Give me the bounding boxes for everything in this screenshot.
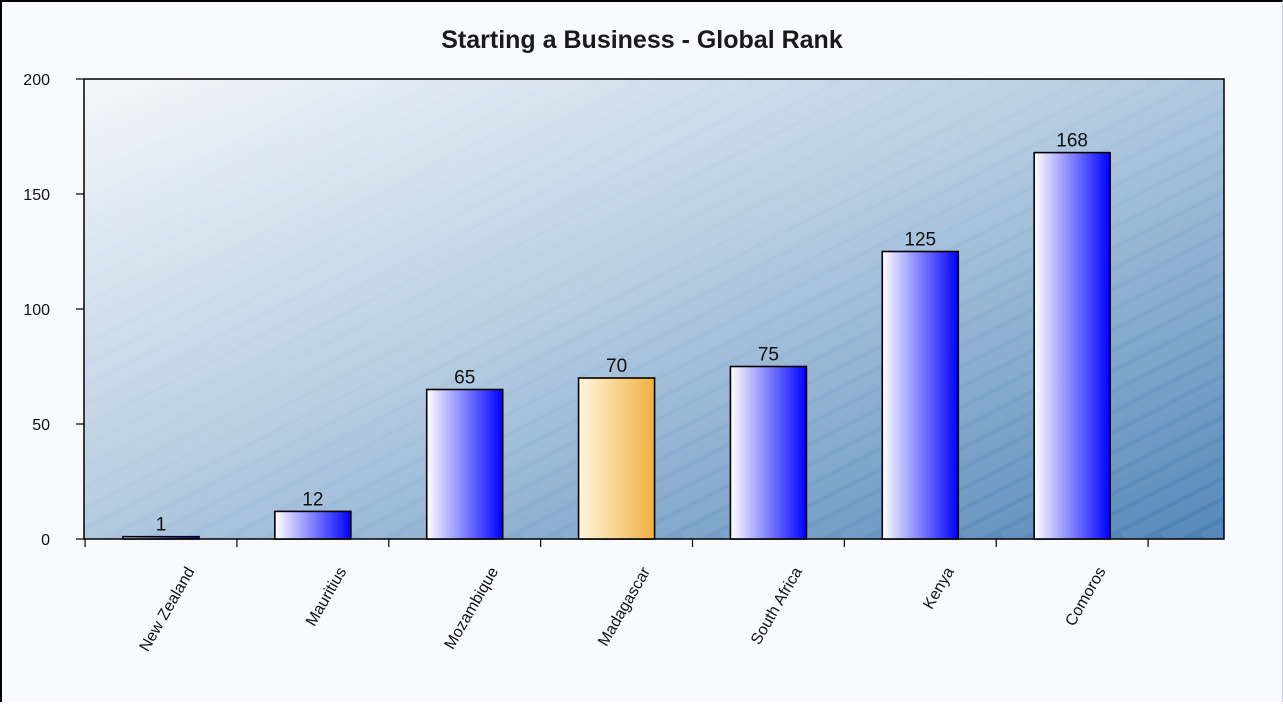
- category-label: Madagascar: [595, 564, 654, 649]
- plot-sheen: [84, 79, 548, 322]
- bar: [425, 388, 504, 540]
- category-label: South Africa: [748, 564, 806, 647]
- bar: [1033, 151, 1111, 540]
- plot-sheen: [400, 112, 1224, 539]
- plot-sheen: [84, 79, 308, 200]
- plot-sheen: [120, 79, 1028, 539]
- category-label: Kenya: [920, 564, 957, 612]
- plot-sheen: [1000, 418, 1224, 539]
- category-label: New Zealand: [137, 565, 199, 655]
- y-tick-label: 150: [23, 187, 50, 204]
- plot-sheen: [84, 79, 708, 404]
- category-label: Mozambique: [442, 564, 503, 652]
- plot-sheen: [84, 79, 828, 466]
- category-label: Comoros: [1062, 565, 1109, 630]
- plot-sheen: [84, 79, 348, 220]
- plot-sheen: [520, 173, 1224, 539]
- plot-sheen: [560, 193, 1224, 539]
- bar-value-label: 75: [758, 345, 779, 366]
- bar-value-label: 12: [302, 489, 323, 510]
- bar: [577, 377, 656, 540]
- plot-sheen: [84, 79, 988, 539]
- plot-sheen: [84, 79, 508, 302]
- bar: [122, 535, 200, 540]
- plot-sheen: [84, 79, 468, 282]
- plot-sheen: [84, 79, 588, 343]
- y-tick-label: 100: [23, 302, 50, 319]
- plot-sheen: [84, 79, 628, 363]
- plot-sheen: [84, 79, 788, 445]
- y-tick-label: 50: [32, 417, 50, 434]
- plot-sheen: [960, 398, 1224, 539]
- y-tick-label: 0: [41, 532, 50, 549]
- plot-sheen: [160, 79, 1068, 539]
- bar: [274, 510, 352, 540]
- category-label: Mauritius: [303, 565, 350, 630]
- bar-value-label: 125: [904, 230, 936, 251]
- bar-value-label: 1: [156, 515, 167, 536]
- plot-sheen: [84, 79, 948, 527]
- bar: [729, 365, 808, 540]
- plot-sheen: [840, 336, 1224, 539]
- plot-sheen: [84, 79, 668, 384]
- bar: [881, 250, 960, 540]
- plot-sheen: [84, 79, 428, 261]
- plot-sheen: [680, 255, 1224, 539]
- plot-sheen: [240, 79, 1148, 539]
- bar-value-label: 65: [454, 368, 475, 389]
- plot-sheen: [720, 275, 1224, 539]
- plot-sheen: [84, 79, 268, 179]
- plot-sheen: [200, 79, 1108, 539]
- plot-sheen: [84, 79, 908, 506]
- plot-sheen: [1040, 439, 1224, 539]
- plot-sheen: [360, 91, 1224, 539]
- bar-value-label: 168: [1056, 131, 1088, 152]
- plot-sheen: [84, 79, 748, 425]
- chart-title: Starting a Business - Global Rank: [441, 26, 843, 54]
- bar-value-label: 70: [606, 356, 627, 377]
- plot-sheen: [1244, 79, 1283, 539]
- plot-sheen: [84, 79, 388, 241]
- y-tick-label: 200: [23, 72, 50, 89]
- plot-sheen: [84, 79, 868, 486]
